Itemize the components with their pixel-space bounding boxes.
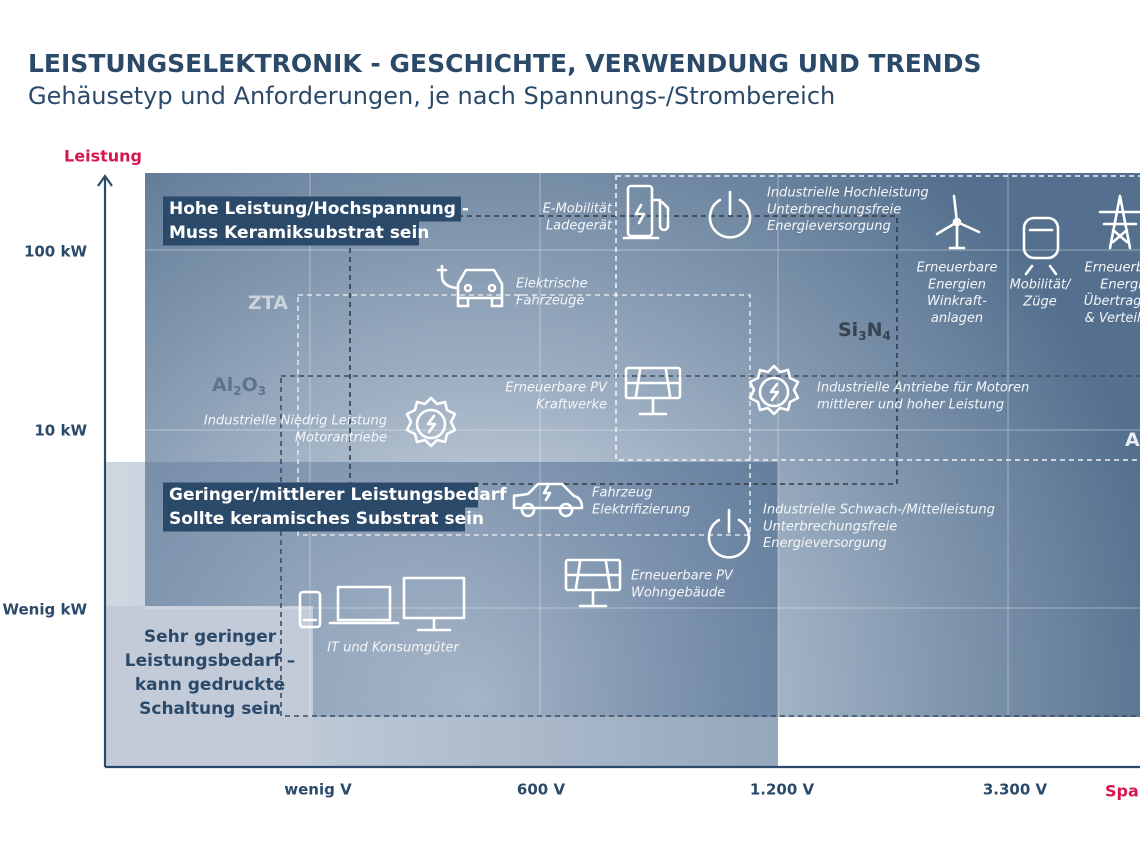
zone-label-bg — [163, 220, 419, 246]
application-label: Energieversorgung — [763, 536, 887, 551]
material-label-part: AlN — [1125, 429, 1140, 451]
x-tick-label: 3.300 V — [983, 781, 1048, 799]
material-label-part: 3 — [858, 329, 866, 343]
zone-label: Sollte keramisches Substrat sein — [169, 509, 484, 529]
x-axis-label: Spannung — [1105, 782, 1140, 801]
zone-label: Leistungsbedarf – — [125, 651, 295, 671]
application-label: Energien — [928, 277, 986, 292]
material-label-part: 2 — [233, 384, 241, 398]
application-label: mittlerer und hoher Leistung — [817, 397, 1004, 412]
title: LEISTUNGSELEKTRONIK - GESCHICHTE, VERWEN… — [28, 49, 981, 78]
y-tick-label: 100 kW — [24, 243, 88, 261]
axes — [97, 174, 1140, 769]
application-label: Industrielle Niedrig Leistung — [204, 414, 387, 429]
application-label: Industrielle Schwach-/Mittelleistung — [763, 503, 995, 518]
zone-label-bg — [163, 506, 465, 532]
material-label-part: Si — [838, 319, 858, 341]
application-label: E-Mobilität — [543, 202, 613, 217]
application-label: Züge — [1022, 294, 1056, 309]
y-tick-label: 10 kW — [34, 422, 87, 440]
application-label: Wohngebäude — [631, 585, 725, 600]
material-label: Al2O3 — [212, 374, 266, 398]
application-label: Energieversorgung — [767, 219, 891, 234]
x-tick-label: wenig V — [284, 781, 352, 799]
y-tick-label: Wenig kW — [3, 601, 88, 619]
x-tick-label: 1.200 V — [750, 781, 815, 799]
application-label: Motorantriebe — [295, 430, 387, 445]
application-label: Übertragung — [1084, 292, 1140, 309]
application-label: Erneuerbare PV — [631, 569, 734, 584]
application-label: IT und Konsumgüter — [327, 641, 460, 656]
application-label: Winkraft- — [927, 294, 987, 309]
application-label: anlagen — [931, 311, 983, 326]
zone-label: Hohe Leistung/Hochspannung - — [169, 199, 469, 219]
application-label: Elektrische — [516, 277, 588, 292]
zone-label: Muss Keramiksubstrat sein — [169, 223, 429, 243]
application-label: Industrielle Antriebe für Motoren — [817, 381, 1029, 396]
application-label: Unterbrechungsfreie — [763, 519, 897, 534]
application-label: Kraftwerke — [536, 397, 607, 412]
application-label: Erneuerbare — [1085, 261, 1140, 276]
application-label: Industrielle Hochleistung — [767, 186, 929, 201]
y-axis-label: Leistung — [64, 147, 142, 166]
zone-label: kann gedruckte — [135, 675, 285, 695]
material-label-part: O — [242, 374, 258, 396]
material-boxes — [280, 175, 1140, 717]
material-label-part: Al — [212, 374, 233, 396]
x-tick-label: 600 V — [517, 781, 566, 799]
material-label-part: ZTA — [248, 292, 288, 314]
zone-label-bg — [163, 196, 461, 222]
application-label: Erneuerbare PV — [505, 381, 608, 396]
zone-label: Geringer/mittlerer Leistungsbedarf – — [169, 485, 521, 505]
application-label: Energie — [1100, 277, 1140, 292]
labels: 100 kW 10 kW Wenig kW wenig V 600 V 1.200 V 3.… — [3, 186, 1140, 799]
application-label: Erneuerbare — [917, 261, 998, 276]
material-label: Si3N4 — [838, 319, 891, 343]
material-label: AlN — [1125, 429, 1140, 451]
application-label: Elektrifizierung — [592, 502, 690, 517]
application-label: Fahrzeug — [592, 486, 652, 501]
material-label-part: 4 — [882, 329, 890, 343]
subtitle: Gehäusetyp und Anforderungen, je nach Sp… — [28, 82, 835, 110]
zone-label: Sehr geringer — [144, 627, 277, 647]
material-label-part: 3 — [258, 384, 266, 398]
application-label: Fahrzeuge — [516, 293, 584, 308]
application-label: Mobilität/ — [1010, 278, 1072, 293]
application-label: & Verteilung — [1085, 311, 1140, 326]
application-label: Unterbrechungsfreie — [767, 202, 901, 217]
zone-label-bg — [163, 482, 478, 508]
very-low-zone — [105, 606, 313, 767]
material-label: ZTA — [248, 292, 288, 314]
icons — [298, 184, 1140, 632]
application-label: Ladegerät — [546, 218, 613, 233]
zone-label: Schaltung sein — [139, 699, 281, 719]
material-label-part: N — [867, 319, 883, 341]
